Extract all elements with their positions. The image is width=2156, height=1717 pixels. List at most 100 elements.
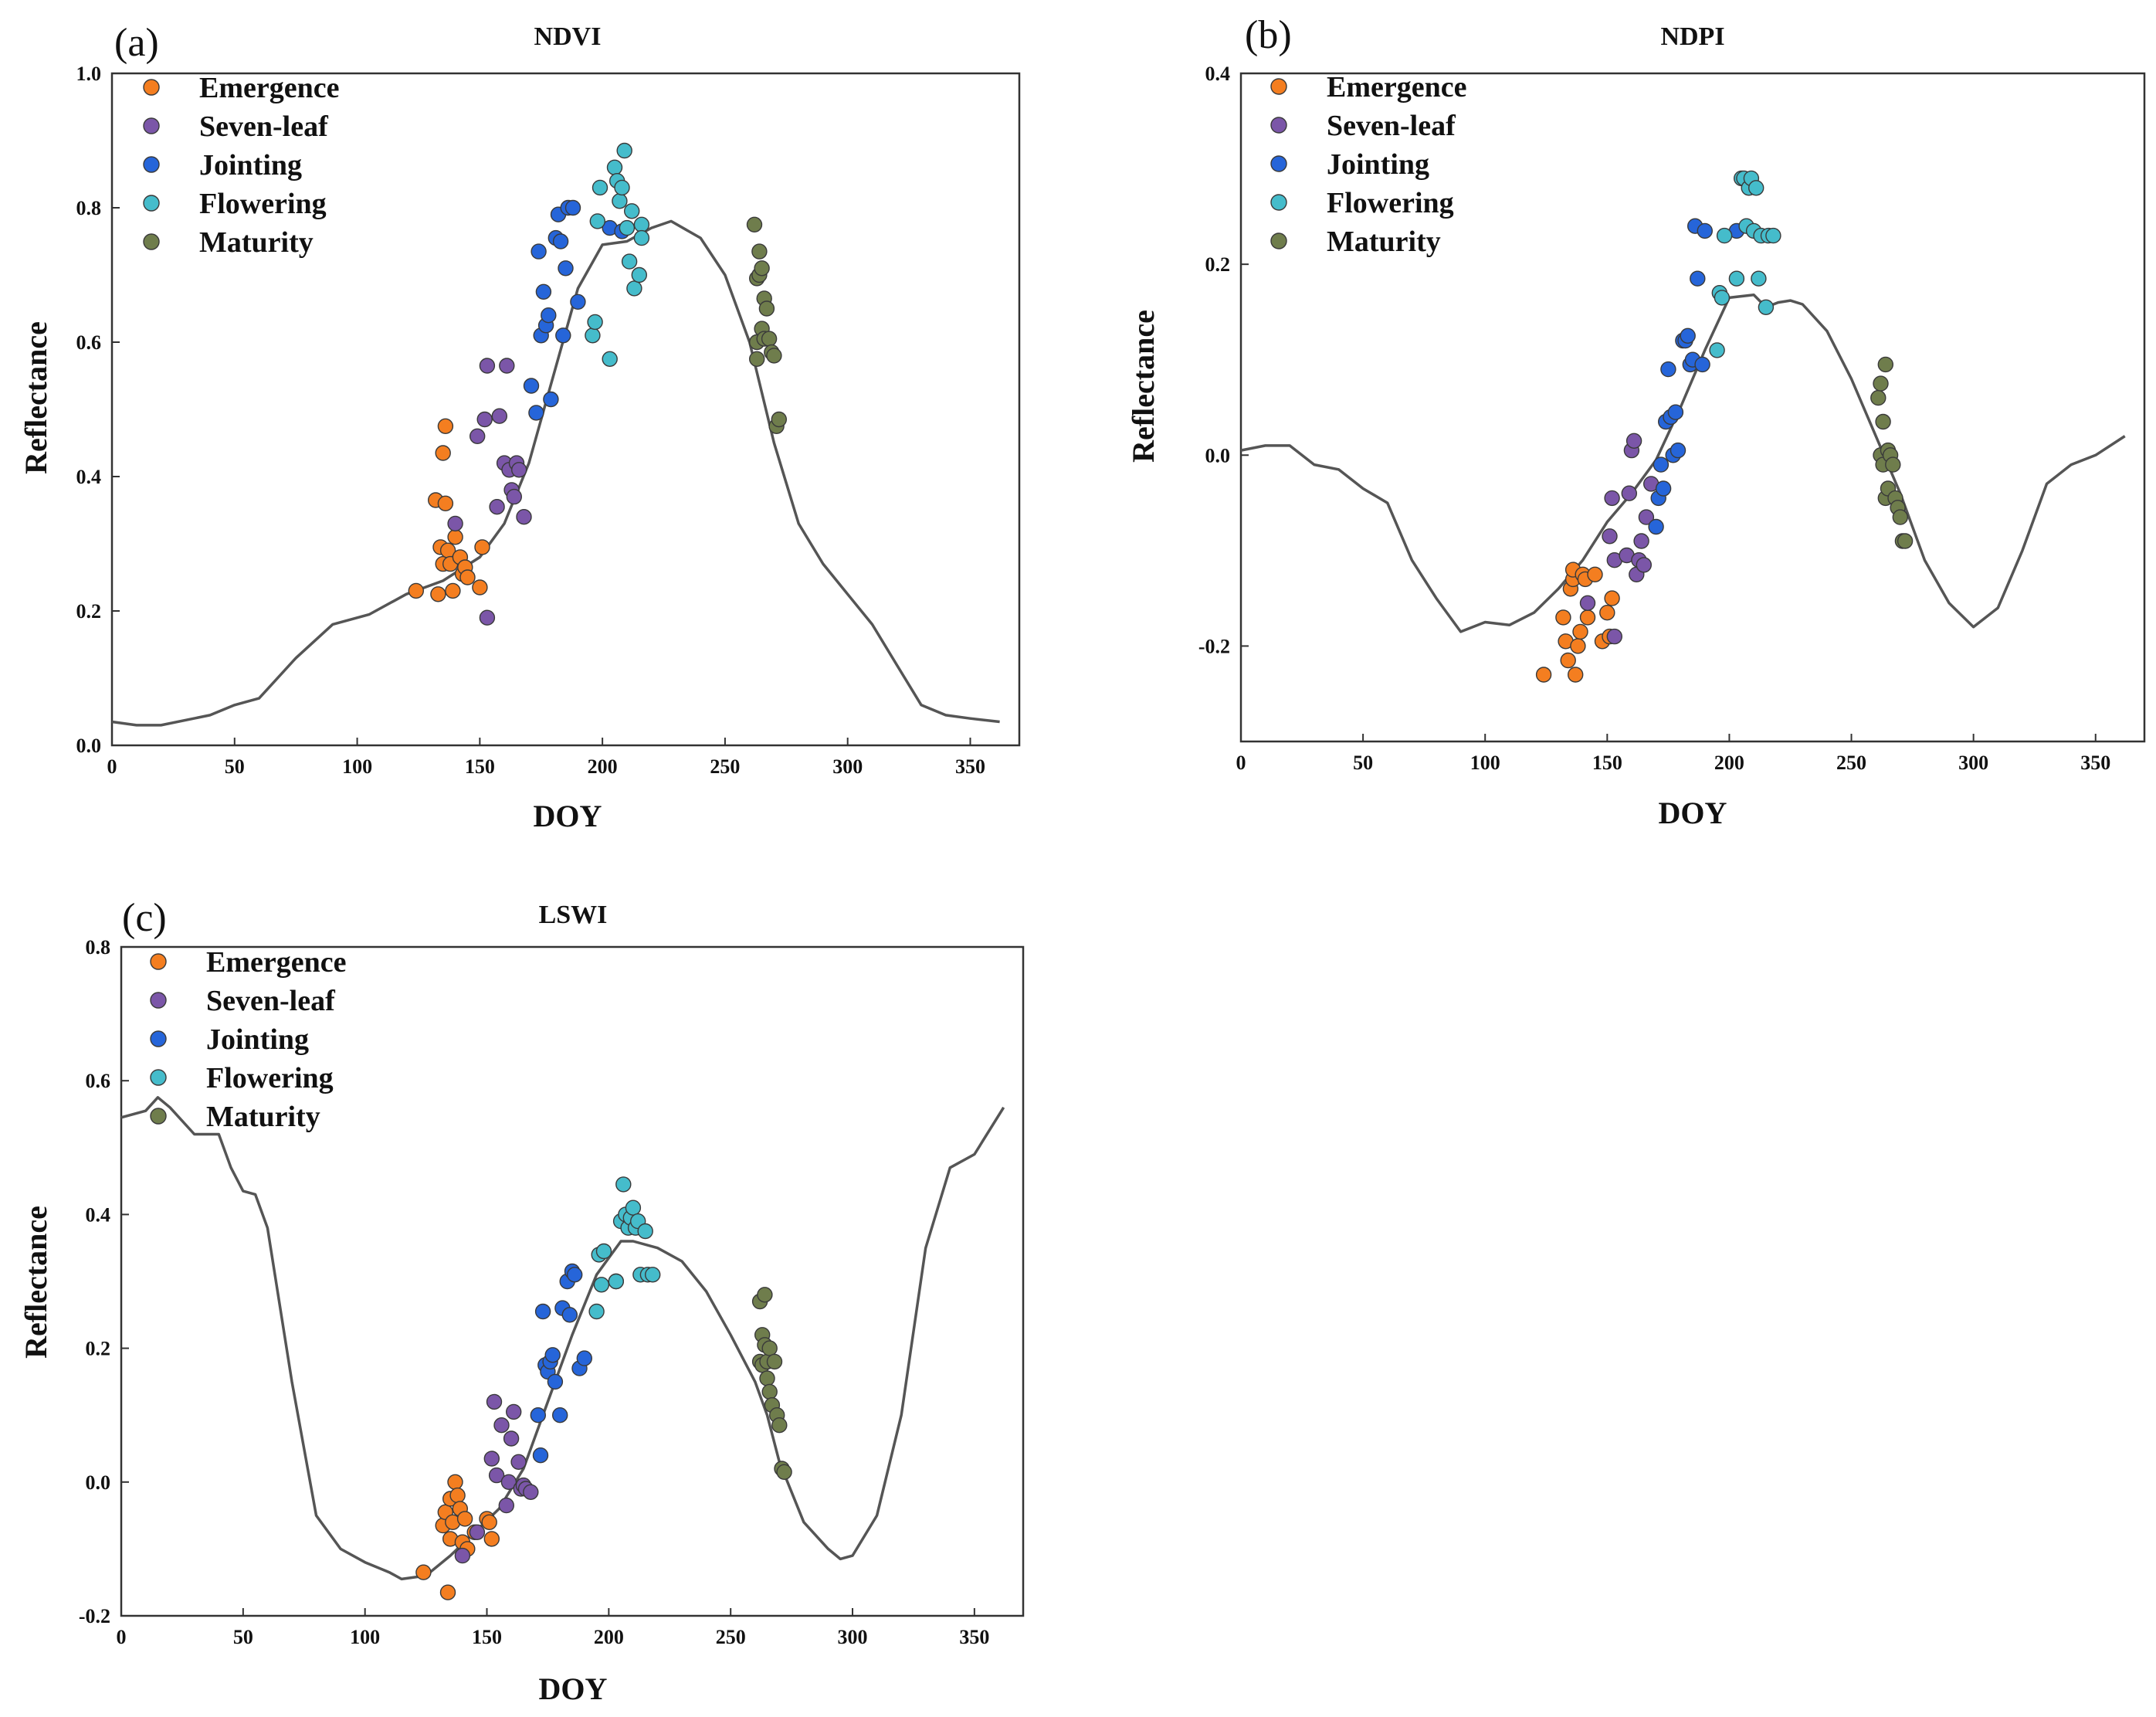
data-point bbox=[1653, 456, 1670, 473]
data-point bbox=[625, 1200, 642, 1216]
data-point bbox=[531, 243, 547, 260]
data-point bbox=[510, 1454, 527, 1471]
data-point bbox=[624, 203, 640, 219]
data-point bbox=[555, 327, 571, 344]
series-maturity bbox=[1870, 356, 1914, 549]
data-point bbox=[1660, 361, 1676, 378]
x-tick-label: 300 bbox=[838, 1626, 868, 1648]
data-point bbox=[761, 1340, 778, 1356]
x-tick-label: 50 bbox=[225, 755, 245, 778]
data-point bbox=[408, 582, 424, 599]
data-point bbox=[1875, 413, 1891, 430]
data-point bbox=[479, 609, 496, 626]
data-point bbox=[612, 193, 628, 209]
series-jointing bbox=[523, 199, 630, 421]
data-point bbox=[1697, 222, 1714, 239]
series-jointing bbox=[1648, 218, 1745, 535]
data-point bbox=[1655, 480, 1672, 497]
y-tick-label: -0.2 bbox=[1198, 635, 1230, 657]
y-axis-label: Reflectance bbox=[19, 1206, 53, 1359]
series-maturity bbox=[746, 216, 787, 434]
y-tick-label: 0.0 bbox=[86, 1471, 111, 1494]
data-point bbox=[543, 391, 559, 408]
data-point bbox=[479, 358, 496, 374]
data-point bbox=[1579, 609, 1596, 626]
data-point bbox=[439, 1584, 456, 1600]
data-point bbox=[1535, 667, 1552, 683]
plot-area: 0 50 100 150 200 250 300 350 0.0 0.2 0.4 0.6 0.8 1.0 bbox=[76, 63, 1021, 778]
legend: Emergence Seven-leaf Jointing Flowering Matu… bbox=[143, 72, 339, 259]
data-point bbox=[516, 509, 532, 525]
x-tick-label: 0 bbox=[1236, 752, 1246, 774]
data-point bbox=[541, 307, 557, 324]
data-point bbox=[500, 1474, 517, 1491]
data-point bbox=[1604, 490, 1620, 507]
data-point bbox=[766, 1353, 783, 1370]
legend-label: Seven-leaf bbox=[206, 985, 336, 1017]
data-point bbox=[589, 213, 605, 229]
data-point bbox=[1572, 623, 1588, 640]
series-flowering bbox=[1709, 170, 1781, 358]
x-tick-label: 350 bbox=[959, 1626, 989, 1648]
y-tick-label: 0.2 bbox=[86, 1338, 111, 1360]
data-point bbox=[771, 1417, 788, 1434]
legend-label: Jointing bbox=[1327, 148, 1429, 181]
data-point bbox=[1892, 509, 1909, 525]
data-point bbox=[1885, 456, 1901, 473]
legend-marker bbox=[150, 1030, 167, 1047]
data-point bbox=[1599, 605, 1615, 621]
data-point bbox=[547, 1373, 564, 1390]
data-point bbox=[1606, 628, 1623, 645]
data-point bbox=[528, 405, 544, 421]
data-point bbox=[488, 1467, 505, 1484]
data-point bbox=[506, 488, 522, 505]
x-axis-label: DOY bbox=[539, 1671, 608, 1706]
x-tick-label: 0 bbox=[107, 755, 117, 778]
panel-letter: (b) bbox=[1245, 13, 1292, 57]
data-point bbox=[535, 283, 552, 300]
data-point bbox=[459, 569, 476, 585]
plot-frame bbox=[110, 72, 1021, 747]
data-point bbox=[534, 1303, 551, 1320]
legend-marker bbox=[1270, 194, 1287, 211]
data-point bbox=[454, 1547, 471, 1564]
data-point bbox=[498, 1497, 514, 1514]
data-point bbox=[481, 1514, 497, 1531]
x-tick-label: 200 bbox=[1714, 752, 1744, 774]
x-tick-label: 0 bbox=[117, 1626, 127, 1648]
time-series-curve bbox=[1240, 293, 2126, 633]
legend-marker bbox=[143, 117, 160, 134]
data-point bbox=[1570, 638, 1586, 654]
data-point bbox=[483, 1531, 500, 1547]
y-tick-label: 1.0 bbox=[76, 63, 102, 85]
x-tick-label: 350 bbox=[955, 755, 985, 778]
data-point bbox=[1602, 528, 1618, 545]
x-tick-label: 300 bbox=[832, 755, 863, 778]
data-point bbox=[437, 495, 454, 511]
y-tick-label: 0.2 bbox=[1205, 253, 1231, 276]
x-tick-label: 100 bbox=[350, 1626, 380, 1648]
data-point bbox=[751, 243, 768, 260]
series-seven-leaf bbox=[447, 358, 532, 626]
chart-title: NDVI bbox=[534, 22, 602, 51]
data-point bbox=[626, 280, 642, 297]
data-point bbox=[602, 351, 618, 367]
y-tick-label: 0.2 bbox=[76, 600, 102, 623]
data-point bbox=[766, 348, 782, 364]
data-point bbox=[506, 1403, 522, 1420]
data-point bbox=[1728, 270, 1745, 287]
legend-label: Jointing bbox=[199, 149, 302, 182]
legend-marker bbox=[150, 1108, 167, 1125]
data-point bbox=[592, 179, 608, 196]
legend-label: Emergence bbox=[1327, 71, 1466, 103]
series-flowering bbox=[585, 142, 650, 367]
data-point bbox=[567, 1267, 583, 1283]
data-point bbox=[469, 1524, 486, 1541]
data-point bbox=[1587, 566, 1603, 582]
data-point bbox=[614, 179, 630, 196]
data-point bbox=[595, 1243, 612, 1260]
y-tick-label: 0.8 bbox=[76, 197, 102, 219]
data-point bbox=[470, 428, 486, 444]
data-point bbox=[757, 1287, 773, 1303]
